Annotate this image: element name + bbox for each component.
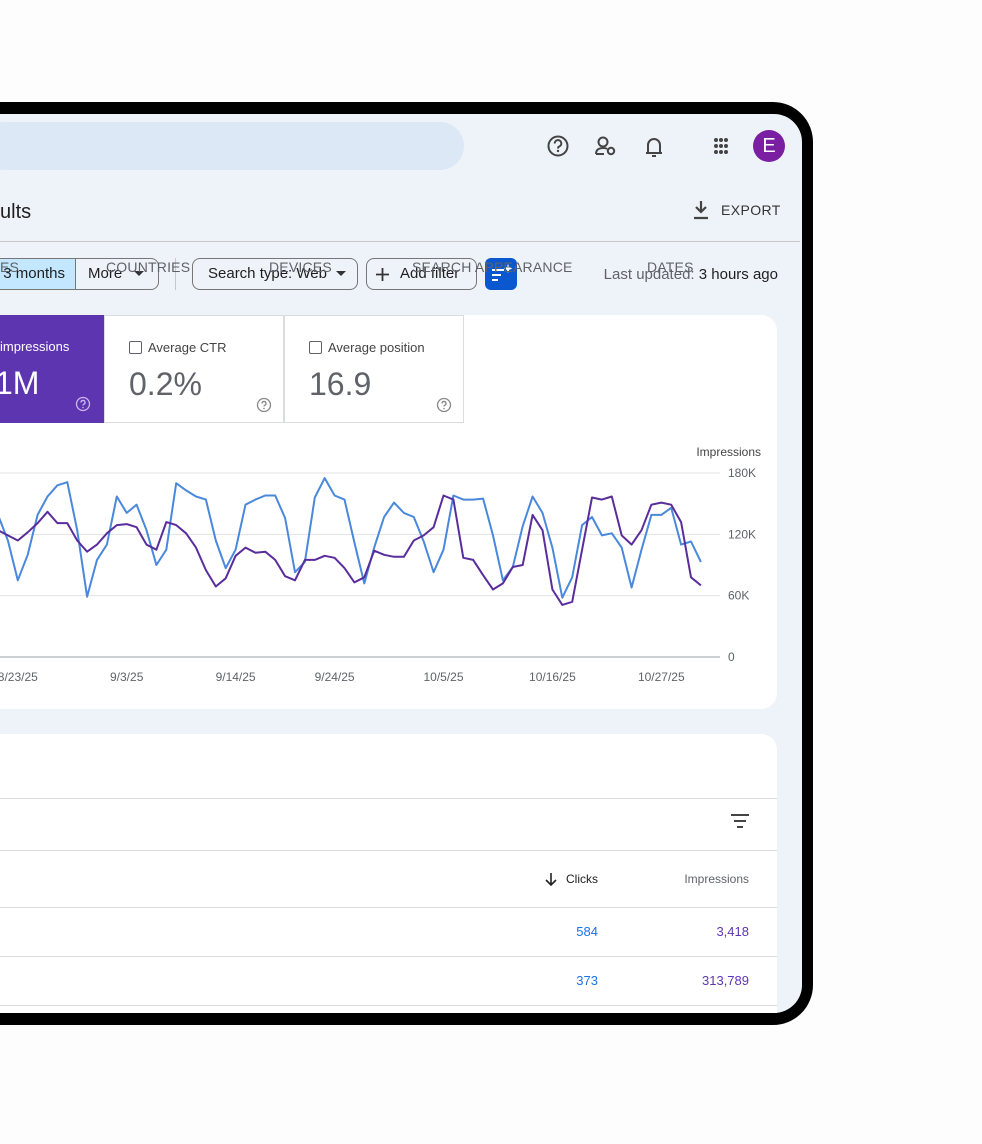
column-header[interactable]: Impressions <box>684 872 749 886</box>
metric-value: 1M <box>0 365 40 401</box>
tab[interactable]: SEARCH APPEARANCE <box>412 259 573 275</box>
export-icon <box>694 201 708 220</box>
search-type-label: Search type: Web <box>208 265 327 282</box>
cell: 313,789 <box>702 973 749 988</box>
search-type-chip[interactable]: Search type: Web <box>192 258 358 290</box>
metric-tile[interactable]: impressions 1M <box>0 315 104 423</box>
metric-tile[interactable]: Average CTR 0.2% <box>104 315 284 423</box>
x-tick-label: 8/23/25 <box>0 670 38 684</box>
date-chip-label: 3 months <box>3 265 65 282</box>
cell: 584 <box>576 924 598 939</box>
last-updated-value: 3 hours ago <box>698 266 778 283</box>
x-tick-label: 10/16/25 <box>529 670 576 684</box>
tab[interactable]: COUNTRIES <box>106 259 191 275</box>
y-axis-title: Impressions <box>696 445 761 459</box>
metric-label-wrap: Average CTR <box>129 340 227 355</box>
ai-filter-button[interactable] <box>485 258 517 290</box>
metric-label: Average position <box>328 340 425 355</box>
metric-value: 0.2% <box>129 366 202 402</box>
cell: 3,418 <box>716 924 749 939</box>
page-title: ults <box>0 201 32 223</box>
y-tick-label: 180K <box>728 466 756 480</box>
date-chip[interactable]: 3 months <box>0 258 76 290</box>
divider <box>0 850 777 851</box>
metric-value: 16.9 <box>309 366 372 402</box>
last-updated-label: Last updated: <box>603 266 695 283</box>
x-tick-label: 10/27/25 <box>638 670 685 684</box>
y-tick-label: 0 <box>728 650 735 664</box>
help-icon[interactable] <box>436 397 452 413</box>
chart: Impressions 0 60K 120K 180K 8/23/25 9/3/25 9/1… <box>0 445 761 684</box>
avatar[interactable]: E <box>753 130 785 162</box>
divider <box>0 956 777 957</box>
series-line <box>0 477 702 599</box>
checkbox[interactable] <box>129 341 142 354</box>
toolbar-icons[interactable] <box>545 134 745 160</box>
x-tick-label: 10/5/25 <box>423 670 463 684</box>
divider <box>0 798 777 799</box>
y-tick-label: 120K <box>728 527 756 541</box>
column-header[interactable]: Clicks <box>566 872 598 886</box>
tab[interactable]: DEVICES <box>269 259 332 275</box>
more-label: More <box>88 265 123 282</box>
metric-label: impressions <box>0 339 70 354</box>
dropdown-icon <box>336 271 346 276</box>
last-updated: Last updated: 3 hours ago <box>604 266 778 283</box>
divider <box>0 907 777 908</box>
checkbox[interactable] <box>309 341 322 354</box>
tab[interactable]: DATES <box>647 259 694 275</box>
filter-icon[interactable] <box>731 814 749 828</box>
x-tick-label: 9/24/25 <box>315 670 355 684</box>
add-filter-chip[interactable]: Add filter <box>366 258 477 290</box>
plus-icon <box>376 268 389 281</box>
y-tick-label: 60K <box>728 589 749 603</box>
divider <box>0 1005 777 1006</box>
export-button[interactable]: EXPORT <box>721 202 781 218</box>
search-bar[interactable] <box>0 122 464 170</box>
more-chip[interactable]: More <box>75 258 159 290</box>
metric-label-wrap: Average position <box>309 340 425 355</box>
sort-icon[interactable] <box>545 872 557 886</box>
x-tick-label: 9/3/25 <box>110 670 144 684</box>
help-icon[interactable] <box>256 397 272 413</box>
table-card <box>0 734 777 1013</box>
x-tick-label: 9/14/25 <box>216 670 256 684</box>
cell: 373 <box>576 973 598 988</box>
divider <box>0 241 800 242</box>
metric-label: Average CTR <box>148 340 227 355</box>
metric-tile[interactable]: Average position 16.9 <box>284 315 464 423</box>
screen: E ults EXPORT 3 months More Search type:… <box>0 114 802 1013</box>
help-icon[interactable] <box>75 396 91 412</box>
series-line <box>0 494 702 606</box>
separator <box>175 258 176 290</box>
tab[interactable]: ES <box>0 259 20 275</box>
dropdown-icon <box>134 271 144 276</box>
add-filter-label: Add filter <box>400 265 460 282</box>
